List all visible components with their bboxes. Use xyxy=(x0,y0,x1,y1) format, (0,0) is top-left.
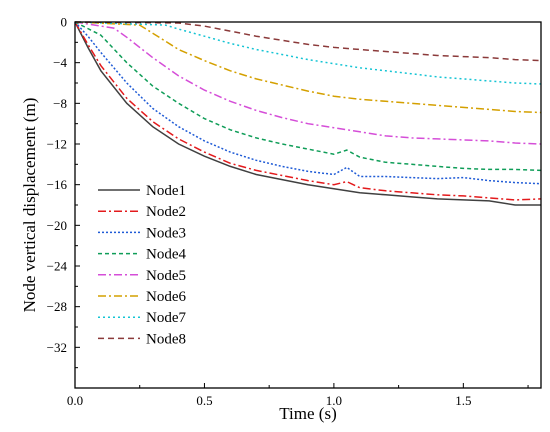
series-line-node1 xyxy=(74,21,541,206)
legend-label-node5: Node5 xyxy=(146,268,186,284)
series-line-node8 xyxy=(74,21,542,62)
y-tick-label: −8 xyxy=(53,96,67,111)
series-line-node3 xyxy=(74,21,542,185)
x-axis-title: Time (s) xyxy=(279,404,336,423)
x-tick-label: 0.0 xyxy=(67,393,83,408)
y-tick-label: −20 xyxy=(47,218,67,233)
legend-label-node6: Node6 xyxy=(146,289,186,305)
x-tick-label: 0.5 xyxy=(196,393,212,408)
plot-area xyxy=(74,21,542,206)
y-tick-label: −28 xyxy=(47,299,67,314)
axis-ticks: 0.0 0.5 1.0 1.5 0 −4 −8 −12 −16 −20 −24 −28 −32 xyxy=(47,15,529,408)
legend-label-node2: Node2 xyxy=(146,204,186,220)
y-tick-label: −12 xyxy=(47,137,67,152)
series-line-node5 xyxy=(74,21,542,145)
series-line-node2 xyxy=(74,21,542,201)
y-tick-label: −32 xyxy=(47,340,67,355)
legend-label-node4: Node4 xyxy=(146,247,186,263)
y-tick-label: 0 xyxy=(61,15,68,30)
x-tick-label: 1.5 xyxy=(455,393,471,408)
y-tick-label: −16 xyxy=(47,177,68,192)
y-tick-label: −24 xyxy=(47,259,68,274)
x-tick-label: 1.0 xyxy=(326,393,342,408)
legend-label-node1: Node1 xyxy=(146,183,186,199)
y-axis-title: Node vertical displacement (m) xyxy=(20,98,39,313)
legend-label-node7: Node7 xyxy=(146,310,186,326)
legend-label-node3: Node3 xyxy=(146,225,186,241)
legend-label-node8: Node8 xyxy=(146,331,186,347)
legend: Node1 Node2 Node3 Node4 Node5 Node6 Node7 Node8 xyxy=(98,183,186,347)
y-tick-label: −4 xyxy=(53,55,67,70)
series-line-node4 xyxy=(74,21,542,172)
series-line-node6 xyxy=(74,21,542,114)
